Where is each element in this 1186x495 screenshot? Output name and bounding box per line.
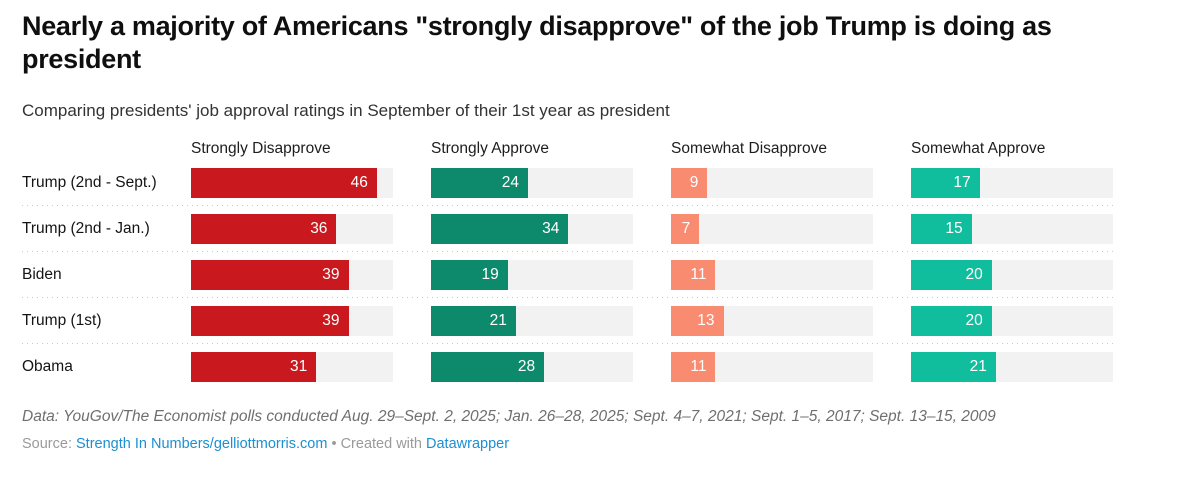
bar-value: 34 — [542, 220, 560, 238]
bar-fill: 13 — [671, 306, 724, 337]
source-line: Source: Strength In Numbers/gelliottmorr… — [22, 436, 1164, 452]
bar-fill: 17 — [911, 168, 980, 199]
bar-fill: 15 — [911, 214, 972, 245]
bar-track: 20 — [911, 306, 1113, 337]
bar-fill: 34 — [431, 214, 569, 245]
bar-fill: 9 — [671, 168, 708, 199]
bar-value: 11 — [690, 266, 707, 284]
bar-fill: 28 — [431, 352, 545, 383]
row-separator — [22, 343, 1113, 345]
bar-value: 19 — [481, 266, 499, 284]
table-row: Biden 39 19 11 20 — [22, 260, 1113, 291]
row-label: Obama — [22, 358, 73, 376]
bar-track: 28 — [431, 352, 633, 383]
bar-track: 19 — [431, 260, 633, 291]
bar-value: 21 — [489, 312, 507, 330]
bar-fill: 39 — [191, 306, 349, 337]
bar-value: 13 — [697, 312, 715, 330]
bar-value: 36 — [310, 220, 328, 238]
table-row: Trump (1st) 39 21 13 20 — [22, 306, 1113, 337]
bar-value: 21 — [969, 358, 987, 376]
bar-track: 39 — [191, 306, 393, 337]
bar-value: 31 — [289, 358, 308, 376]
chart-rows: Trump (2nd - Sept.) 46 24 9 17 Trump (2n… — [22, 168, 1113, 383]
row-separator — [22, 297, 1113, 299]
bar-track: 21 — [911, 352, 1113, 383]
bar-fill: 19 — [431, 260, 508, 291]
source-label: Source: — [22, 436, 72, 453]
bar-value: 39 — [322, 266, 340, 284]
bar-value: 9 — [689, 174, 699, 192]
created-with-label: Created with — [340, 436, 422, 453]
bar-fill: 21 — [431, 306, 516, 337]
bar-track: 39 — [191, 260, 393, 291]
bar-fill: 11 — [671, 260, 716, 291]
bar-track: 36 — [191, 214, 393, 245]
bar-track: 17 — [911, 168, 1113, 199]
bar-track: 46 — [191, 168, 393, 199]
table-row: Obama 31 28 11 21 — [22, 352, 1113, 383]
bar-track: 7 — [671, 214, 873, 245]
bar-value: 7 — [681, 220, 691, 238]
bar-fill: 7 — [671, 214, 700, 245]
bar-fill: 46 — [191, 168, 377, 199]
row-label: Trump (1st) — [22, 312, 102, 330]
row-separator — [22, 251, 1113, 253]
bar-track: 11 — [671, 352, 873, 383]
bar-fill: 36 — [191, 214, 337, 245]
bar-fill: 24 — [431, 168, 528, 199]
bullet-separator: • — [331, 436, 337, 453]
bar-fill: 21 — [911, 352, 996, 383]
bar-track: 34 — [431, 214, 633, 245]
bar-track: 11 — [671, 260, 873, 291]
bar-track: 13 — [671, 306, 873, 337]
row-label: Trump (2nd - Sept.) — [22, 174, 157, 192]
bar-fill: 11 — [671, 352, 716, 383]
chart-subtitle: Comparing presidents' job approval ratin… — [22, 101, 670, 121]
split-bar-chart: Strongly Disapprove Strongly Approve Som… — [22, 140, 1113, 383]
bar-value: 24 — [501, 174, 519, 192]
data-notes: Data: YouGov/The Economist polls conduct… — [22, 408, 996, 426]
bar-value: 15 — [945, 220, 963, 238]
bar-value: 11 — [690, 358, 707, 376]
source-link[interactable]: Strength In Numbers/gelliottmorris.com — [76, 436, 328, 453]
bar-track: 20 — [911, 260, 1113, 291]
table-row: Trump (2nd - Jan.) 36 34 7 15 — [22, 214, 1113, 245]
bar-track: 31 — [191, 352, 393, 383]
column-headers: Strongly Disapprove Strongly Approve Som… — [22, 140, 1113, 158]
datawrapper-link[interactable]: Datawrapper — [426, 436, 510, 453]
column-header-somewhat-disapprove: Somewhat Disapprove — [671, 140, 827, 158]
bar-value: 20 — [965, 312, 983, 330]
bar-value: 46 — [350, 174, 368, 192]
bar-value: 28 — [517, 358, 536, 376]
row-label: Biden — [22, 266, 62, 284]
bar-track: 24 — [431, 168, 633, 199]
bar-track: 15 — [911, 214, 1113, 245]
bar-fill: 20 — [911, 260, 992, 291]
bar-value: 17 — [953, 174, 971, 192]
bar-fill: 31 — [191, 352, 317, 383]
table-row: Trump (2nd - Sept.) 46 24 9 17 — [22, 168, 1113, 199]
bar-track: 9 — [671, 168, 873, 199]
column-header-strongly-disapprove: Strongly Disapprove — [191, 140, 331, 158]
bar-track: 21 — [431, 306, 633, 337]
bar-value: 39 — [322, 312, 340, 330]
bar-value: 20 — [965, 266, 983, 284]
column-header-somewhat-approve: Somewhat Approve — [911, 140, 1046, 158]
column-header-strongly-approve: Strongly Approve — [431, 140, 550, 158]
row-label: Trump (2nd - Jan.) — [22, 220, 150, 238]
row-separator — [22, 205, 1113, 207]
bar-fill: 39 — [191, 260, 349, 291]
chart-title: Nearly a majority of Americans "strongly… — [22, 11, 1052, 75]
bar-fill: 20 — [911, 306, 992, 337]
